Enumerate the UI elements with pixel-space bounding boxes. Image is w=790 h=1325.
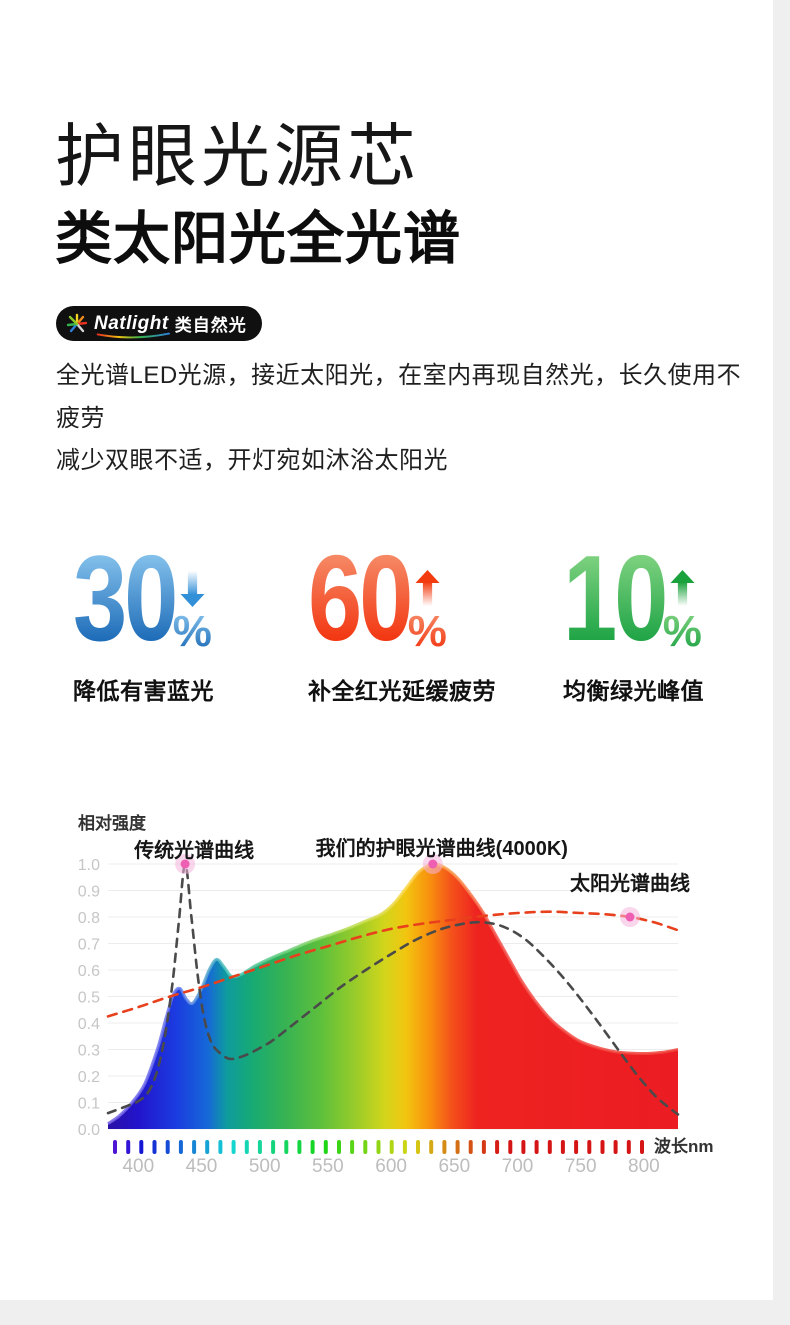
- page-background-edge: [773, 0, 790, 1325]
- badge-label: 类自然光: [174, 316, 247, 335]
- stat-blue-light: 30 % 降低有害蓝光: [73, 530, 303, 706]
- svg-text:相对强度: 相对强度: [78, 813, 147, 833]
- natlight-badge: Natlight 类自然光: [56, 306, 262, 341]
- stat-label: 均衡绿光峰值: [563, 678, 704, 704]
- svg-text:650: 650: [438, 1156, 470, 1177]
- svg-text:0.7: 0.7: [78, 937, 100, 954]
- description-text: 全光谱LED光源，接近太阳光，在室内再现自然光，长久使用不疲劳 减少双眼不适，开…: [56, 362, 742, 475]
- stat-red-light: 60 % 补全红光延缓疲劳: [308, 530, 538, 706]
- svg-text:0.6: 0.6: [78, 963, 100, 980]
- svg-text:550: 550: [312, 1156, 344, 1177]
- svg-text:0.3: 0.3: [78, 1043, 100, 1060]
- svg-text:450: 450: [186, 1156, 218, 1177]
- svg-text:750: 750: [565, 1156, 597, 1177]
- stat-value: 30: [73, 530, 178, 666]
- stat-unit: %: [662, 607, 702, 656]
- svg-text:500: 500: [249, 1156, 281, 1177]
- svg-text:传统光谱曲线: 传统光谱曲线: [133, 838, 254, 862]
- svg-text:1.0: 1.0: [78, 857, 100, 874]
- svg-text:600: 600: [375, 1156, 407, 1177]
- svg-text:0.2: 0.2: [78, 1069, 100, 1086]
- svg-text:0.9: 0.9: [78, 884, 100, 901]
- arrow-up-icon: [670, 570, 695, 607]
- stat-green-light: 10 % 均衡绿光峰值: [563, 530, 790, 706]
- starburst-icon: [66, 313, 88, 332]
- page-background-edge: [0, 1300, 790, 1325]
- stat-unit: %: [172, 607, 212, 656]
- page-title: 护眼光源芯: [55, 118, 420, 195]
- svg-text:0.4: 0.4: [78, 1016, 100, 1033]
- badge-brand-text: Natlight: [94, 313, 171, 338]
- svg-text:800: 800: [628, 1156, 660, 1177]
- spectrum-chart: 0.0 0.1 0.2 0.3 0.4 0.5 0.6 0.7 0.8 0.9 1.0 400 450 5…: [78, 813, 714, 1177]
- page-subtitle: 类太阳光全光谱: [55, 207, 461, 271]
- stat-value: 10: [563, 530, 668, 666]
- rainbow-swoosh-icon: [96, 332, 171, 338]
- svg-text:0.5: 0.5: [78, 990, 100, 1007]
- stat-label: 降低有害蓝光: [73, 678, 214, 704]
- svg-text:波长nm: 波长nm: [654, 1136, 714, 1156]
- svg-text:太阳光谱曲线: 太阳光谱曲线: [570, 871, 690, 895]
- stat-label: 补全红光延缓疲劳: [308, 678, 496, 704]
- svg-text:0.1: 0.1: [78, 1096, 100, 1113]
- stat-value: 60: [308, 530, 413, 666]
- stat-unit: %: [407, 607, 447, 656]
- arrow-up-icon: [415, 570, 440, 607]
- svg-text:我们的护眼光谱曲线(4000K): 我们的护眼光谱曲线(4000K): [316, 836, 568, 860]
- svg-text:0.8: 0.8: [78, 910, 100, 927]
- svg-text:400: 400: [122, 1156, 154, 1177]
- arrow-down-icon: [180, 570, 205, 607]
- svg-text:700: 700: [502, 1156, 534, 1177]
- svg-text:0.0: 0.0: [78, 1122, 100, 1139]
